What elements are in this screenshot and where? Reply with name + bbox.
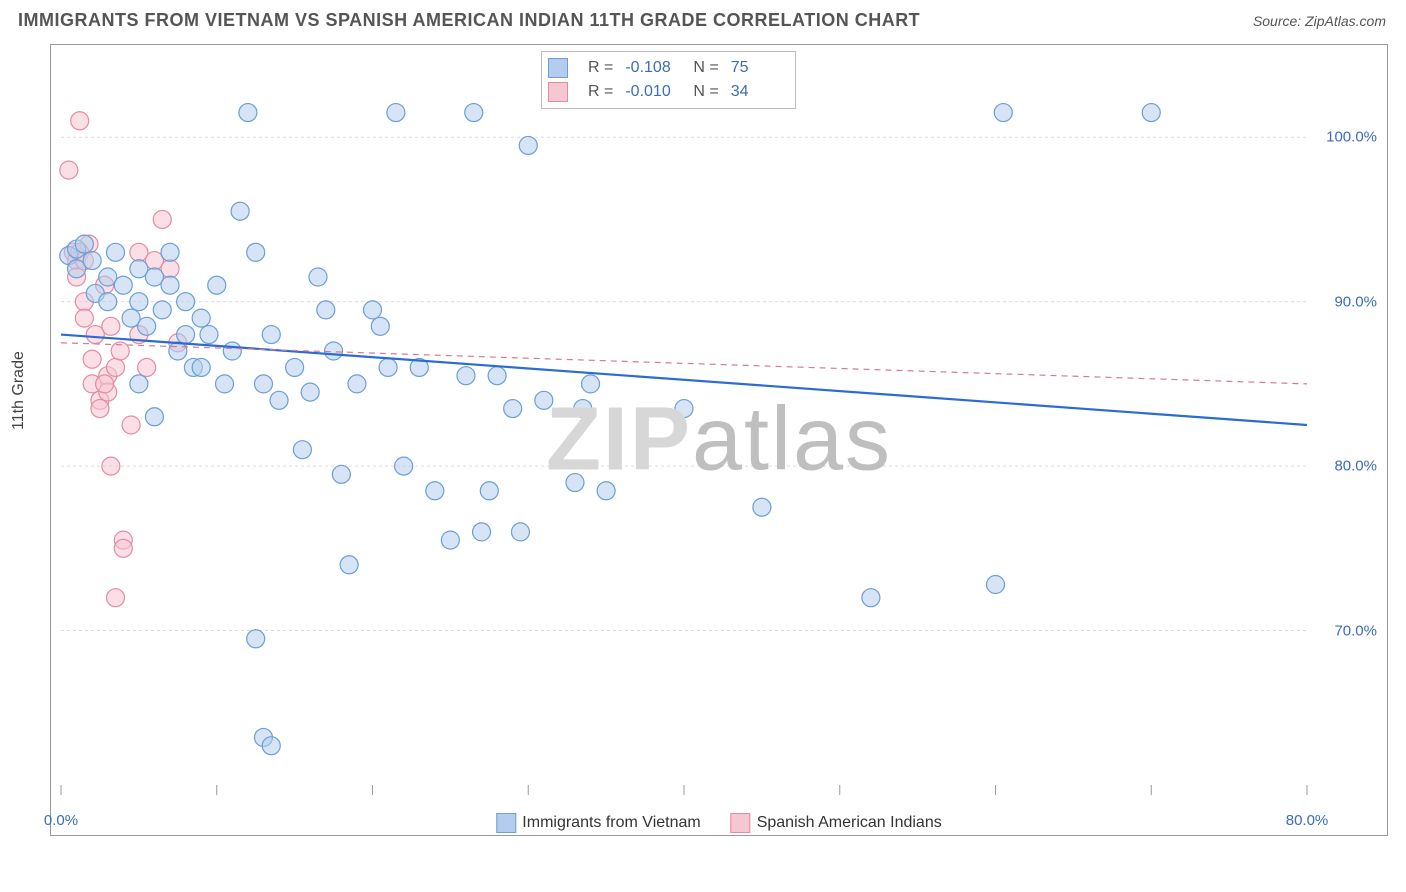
- x-tick-label: 80.0%: [1286, 812, 1329, 829]
- n-label: N =: [693, 83, 718, 101]
- legend-row: R = -0.010 N = 34: [548, 80, 785, 104]
- series-name: Immigrants from Vietnam: [522, 814, 700, 831]
- x-tick-label: 0.0%: [44, 812, 78, 829]
- n-value: 34: [731, 83, 785, 101]
- legend-swatch: [548, 58, 568, 78]
- series-legend-item: Immigrants from Vietnam: [496, 813, 700, 833]
- r-label: R =: [588, 59, 613, 77]
- series-name: Spanish American Indians: [757, 814, 942, 831]
- r-value: -0.010: [625, 83, 679, 101]
- r-value: -0.108: [625, 59, 679, 77]
- legend-swatch: [548, 82, 568, 102]
- y-tick-label: 80.0%: [1334, 458, 1377, 475]
- legend-swatch: [496, 813, 516, 833]
- series-legend-item: Spanish American Indians: [731, 813, 942, 833]
- legend-inset: R = -0.108 N = 75 R = -0.010 N = 34: [541, 51, 796, 109]
- x-axis-legend: Immigrants from Vietnam Spanish American …: [496, 813, 941, 833]
- y-axis-label: 11th Grade: [10, 351, 28, 430]
- chart-title: IMMIGRANTS FROM VIETNAM VS SPANISH AMERI…: [18, 10, 920, 31]
- y-tick-label: 70.0%: [1334, 622, 1377, 639]
- source-label: Source: ZipAtlas.com: [1253, 13, 1386, 29]
- legend-swatch: [731, 813, 751, 833]
- scatter-svg: [51, 45, 1387, 835]
- n-label: N =: [693, 59, 718, 77]
- legend-row: R = -0.108 N = 75: [548, 56, 785, 80]
- plot-area: ZIPatlas R = -0.108 N = 75 R = -0.010 N …: [50, 44, 1388, 836]
- r-label: R =: [588, 83, 613, 101]
- y-tick-label: 100.0%: [1326, 129, 1377, 146]
- n-value: 75: [731, 59, 785, 77]
- y-tick-label: 90.0%: [1334, 293, 1377, 310]
